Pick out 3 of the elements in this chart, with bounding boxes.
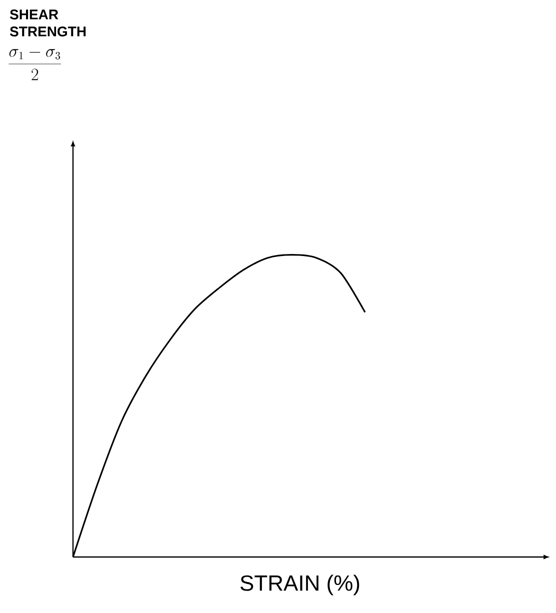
text: $\frac{\sigma_1-\sigma_3}{2}$ bbox=[8, 49, 62, 80]
x-axis-title: STRAIN (%) bbox=[240, 574, 360, 596]
text: SHEAR STRENGTH bbox=[10, 10, 86, 36]
